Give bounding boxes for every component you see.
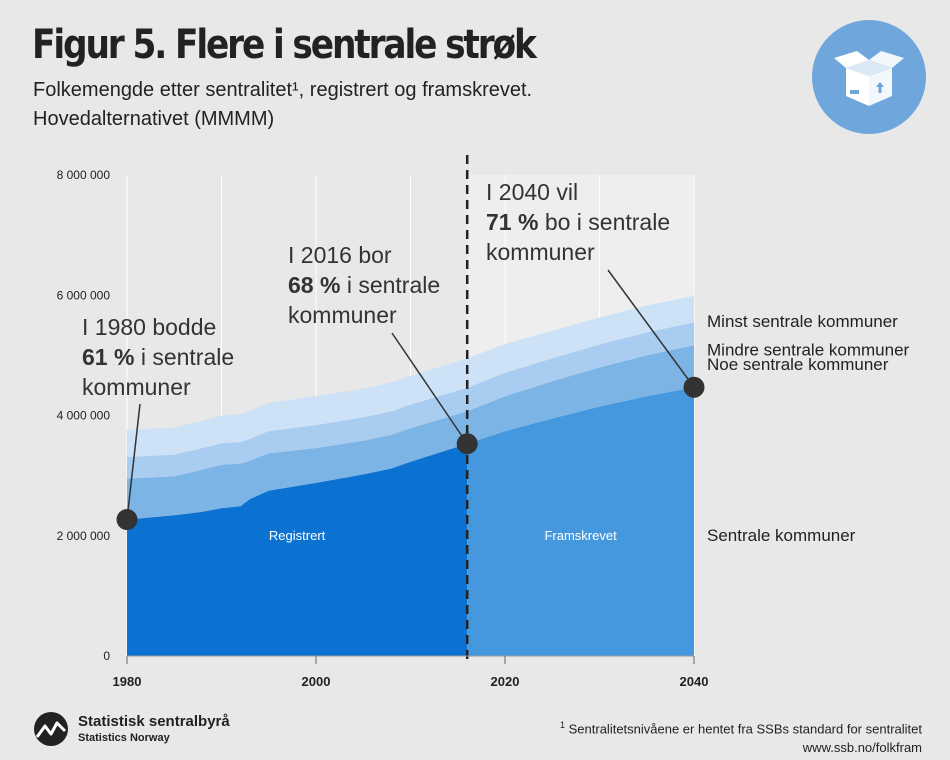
y-tick-label: 2 000 000 xyxy=(57,529,111,543)
region-label-registered: Registrert xyxy=(269,528,326,543)
y-tick-label: 6 000 000 xyxy=(57,288,111,302)
callout-marker-1980 xyxy=(116,509,138,531)
area-sentrale-kommuner-projected xyxy=(467,387,694,656)
callout-text-2040: I 2040 vil 71 % bo i sentrale kommuner xyxy=(486,179,670,265)
area-sentrale-kommuner-registered xyxy=(127,443,468,656)
y-tick-label: 4 000 000 xyxy=(57,409,111,423)
open-box-icon-graphic xyxy=(834,51,904,106)
chart-title: Figur 5. Flere i sentrale strøk xyxy=(32,22,537,68)
subtitle-line-1: Folkemengde etter sentralitet¹, registre… xyxy=(33,79,533,101)
legend-minst-sentrale-kommuner: Minst sentrale kommuner xyxy=(707,312,898,331)
legend-mindre-sentrale-kommuner: Mindre sentrale kommuner xyxy=(707,341,910,360)
callout-line-2016 xyxy=(391,332,468,445)
x-tick-label: 2020 xyxy=(491,674,520,689)
callout-marker-2016 xyxy=(456,433,478,455)
area-minst-sentrale-kommuner xyxy=(127,295,694,457)
open-box-icon xyxy=(812,20,926,134)
callout-marker-2040 xyxy=(683,376,705,398)
footnote: 1 Sentralitetsnivåene er hentet fra SSBs… xyxy=(560,716,922,757)
y-tick-label: 0 xyxy=(103,649,110,663)
callout-line-2040 xyxy=(607,269,695,388)
stacked-area-chart: 0 2 000 000 4 000 000 6 000 000 8 000 000 198… xyxy=(57,155,910,689)
callout-text-1980: I 1980 bodde 61 % i sentrale kommuner xyxy=(82,314,234,400)
area-mindre-sentrale-kommuner xyxy=(127,322,694,479)
callout-text-2016: I 2016 bor 68 % i sentrale kommuner xyxy=(288,242,440,328)
source-url: www.ssb.no/folkfram xyxy=(802,740,922,756)
subtitle-line-2: Hovedalternativet (MMMM) xyxy=(33,108,275,130)
x-tick-label: 2040 xyxy=(680,674,709,689)
footnote-text: Sentralitetsnivåene er hentet fra SSBs s… xyxy=(568,721,922,737)
x-tick-label: 2000 xyxy=(302,674,331,689)
org-name-english: Statistics Norway xyxy=(78,732,170,744)
region-label-projected: Framskrevet xyxy=(544,528,617,543)
x-tick-label: 1980 xyxy=(113,674,142,689)
legend-noe-sentrale-kommuner: Noe sentrale kommuner xyxy=(707,355,889,374)
ssb-logo-icon xyxy=(34,712,68,746)
org-name: Statistisk sentralbyrå xyxy=(78,713,230,730)
chart-subtitle: Folkemengde etter sentralitet¹, registre… xyxy=(33,76,753,134)
legend-sentrale-kommuner: Sentrale kommuner xyxy=(707,526,856,545)
area-noe-sentrale-kommuner xyxy=(127,345,694,520)
callout-line-1980 xyxy=(126,403,141,520)
y-tick-label: 8 000 000 xyxy=(57,168,111,182)
footnote-mark: 1 xyxy=(559,720,565,730)
